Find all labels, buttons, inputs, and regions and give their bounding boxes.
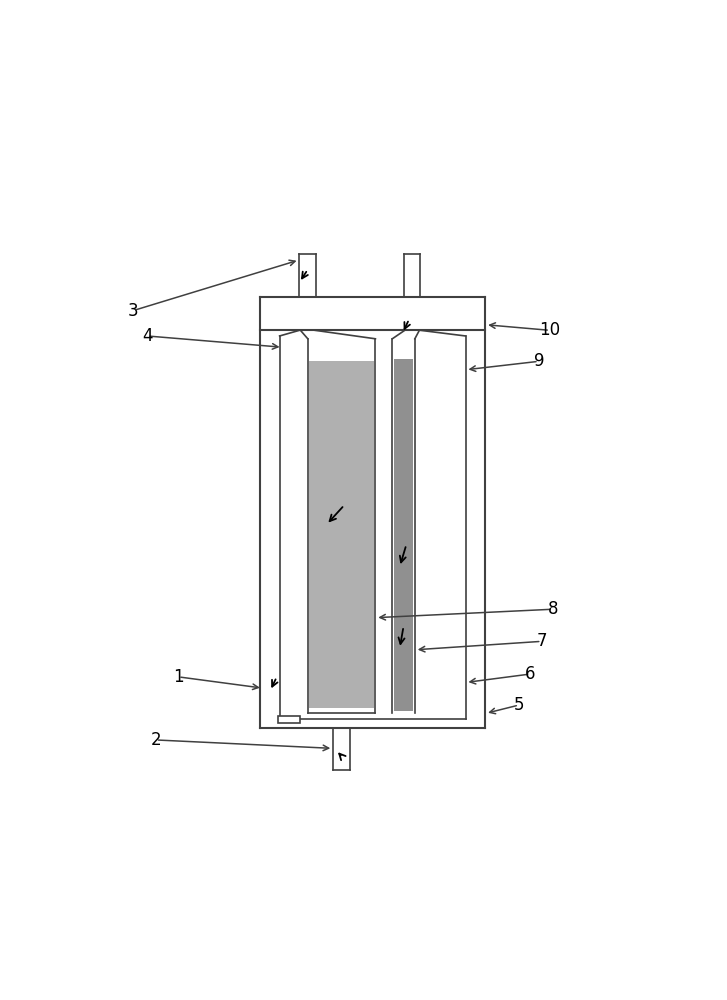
Text: 9: 9 bbox=[534, 352, 544, 370]
Bar bbox=[310, 361, 374, 708]
Bar bbox=[278, 716, 300, 723]
Text: 6: 6 bbox=[525, 665, 536, 683]
Text: 2: 2 bbox=[150, 731, 161, 749]
Text: 1: 1 bbox=[173, 668, 183, 686]
Text: 5: 5 bbox=[514, 696, 524, 714]
Bar bbox=[394, 359, 413, 711]
Text: 4: 4 bbox=[142, 327, 153, 345]
Text: 10: 10 bbox=[539, 321, 561, 339]
Text: 7: 7 bbox=[537, 632, 547, 650]
Text: 3: 3 bbox=[128, 302, 138, 320]
Text: 8: 8 bbox=[547, 600, 558, 618]
